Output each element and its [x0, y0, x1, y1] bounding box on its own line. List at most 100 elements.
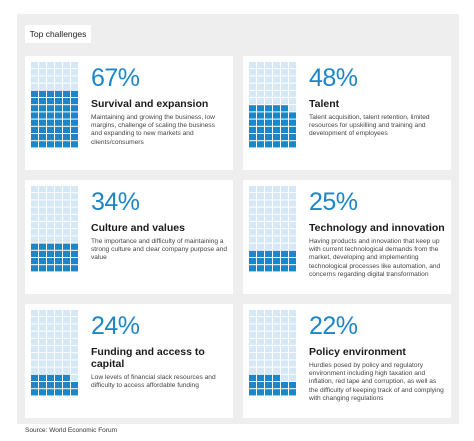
waffle-cell-filled: [47, 250, 54, 257]
waffle-cell-empty: [273, 360, 280, 367]
waffle-cell-filled: [71, 382, 78, 389]
card-description: Having products and innovation that keep…: [309, 238, 441, 278]
waffle-cell-empty: [265, 207, 272, 214]
waffle-cell-empty: [265, 76, 272, 83]
waffle-cell-empty: [289, 214, 296, 221]
waffle-cell-empty: [265, 317, 272, 324]
waffle-cell-empty: [289, 324, 296, 331]
waffle-cell-empty: [289, 338, 296, 345]
waffle-cell-empty: [281, 229, 288, 236]
waffle-cell-filled: [265, 119, 272, 126]
waffle-cell-filled: [265, 265, 272, 272]
waffle-cell-filled: [63, 126, 70, 133]
waffle-cell-empty: [31, 62, 38, 69]
waffle-cell-empty: [47, 331, 54, 338]
waffle-cell-empty: [39, 207, 46, 214]
waffle-cell-empty: [71, 200, 78, 207]
waffle-cell-filled: [31, 374, 38, 381]
waffle-cell-empty: [249, 207, 256, 214]
waffle-cell-empty: [47, 200, 54, 207]
waffle-cell-filled: [63, 374, 70, 381]
waffle-cell-empty: [47, 69, 54, 76]
waffle-cell-filled: [55, 112, 62, 119]
waffle-cell-empty: [281, 186, 288, 193]
waffle-cell-empty: [273, 69, 280, 76]
waffle-cell-empty: [39, 353, 46, 360]
waffle-cell-empty: [31, 360, 38, 367]
waffle-cell-empty: [47, 338, 54, 345]
waffle-cell-filled: [265, 126, 272, 133]
waffle-cell-empty: [257, 353, 264, 360]
waffle-cell-filled: [257, 374, 264, 381]
waffle-cell-empty: [281, 374, 288, 381]
waffle-cell-empty: [289, 186, 296, 193]
waffle-cell-empty: [47, 62, 54, 69]
waffle-cell-empty: [55, 367, 62, 374]
waffle-cell-filled: [55, 105, 62, 112]
waffle-cell-empty: [257, 98, 264, 105]
waffle-cell-empty: [55, 346, 62, 353]
waffle-cell-filled: [31, 90, 38, 97]
waffle-cell-empty: [39, 229, 46, 236]
waffle-cell-empty: [265, 186, 272, 193]
waffle-cell-empty: [47, 346, 54, 353]
waffle-cell-empty: [39, 310, 46, 317]
waffle-cell-empty: [281, 331, 288, 338]
waffle-cell-filled: [47, 265, 54, 272]
section-title: Top challenges: [25, 25, 91, 43]
waffle-chart: [31, 62, 78, 148]
waffle-cell-empty: [71, 236, 78, 243]
waffle-cell-empty: [289, 83, 296, 90]
waffle-cell-empty: [281, 90, 288, 97]
waffle-cell-empty: [31, 186, 38, 193]
waffle-cell-empty: [249, 346, 256, 353]
waffle-cell-empty: [257, 346, 264, 353]
waffle-cell-empty: [39, 222, 46, 229]
waffle-cell-empty: [273, 193, 280, 200]
waffle-cell-empty: [265, 83, 272, 90]
waffle-cell-filled: [47, 126, 54, 133]
waffle-cell-empty: [63, 207, 70, 214]
waffle-cell-empty: [47, 353, 54, 360]
waffle-cell-filled: [257, 389, 264, 396]
waffle-cell-empty: [31, 200, 38, 207]
waffle-cell-empty: [71, 353, 78, 360]
waffle-cell-filled: [71, 258, 78, 265]
waffle-cell-filled: [281, 265, 288, 272]
waffle-cell-filled: [39, 134, 46, 141]
waffle-cell-filled: [39, 105, 46, 112]
waffle-cell-empty: [273, 207, 280, 214]
waffle-cell-empty: [281, 310, 288, 317]
waffle-cell-filled: [63, 119, 70, 126]
waffle-cell-filled: [289, 141, 296, 148]
waffle-cell-empty: [289, 222, 296, 229]
waffle-cell-filled: [55, 126, 62, 133]
waffle-cell-empty: [31, 310, 38, 317]
waffle-cell-filled: [273, 265, 280, 272]
waffle-cell-empty: [249, 98, 256, 105]
waffle-cell-filled: [63, 141, 70, 148]
waffle-cell-empty: [47, 236, 54, 243]
waffle-cell-empty: [55, 193, 62, 200]
waffle-cell-empty: [281, 243, 288, 250]
card-title: Policy environment: [309, 346, 406, 358]
waffle-cell-filled: [71, 98, 78, 105]
waffle-cell-empty: [39, 331, 46, 338]
waffle-cell-empty: [265, 229, 272, 236]
waffle-chart: [249, 186, 296, 272]
waffle-cell-filled: [39, 382, 46, 389]
waffle-cell-empty: [31, 222, 38, 229]
waffle-cell-filled: [281, 250, 288, 257]
waffle-cell-filled: [31, 112, 38, 119]
waffle-cell-empty: [281, 83, 288, 90]
waffle-cell-empty: [273, 98, 280, 105]
waffle-cell-empty: [257, 90, 264, 97]
waffle-cell-filled: [31, 98, 38, 105]
waffle-cell-empty: [249, 324, 256, 331]
waffle-cell-filled: [249, 374, 256, 381]
waffle-cell-empty: [273, 346, 280, 353]
waffle-cell-empty: [257, 324, 264, 331]
waffle-cell-empty: [63, 331, 70, 338]
waffle-cell-empty: [47, 76, 54, 83]
waffle-cell-empty: [39, 360, 46, 367]
